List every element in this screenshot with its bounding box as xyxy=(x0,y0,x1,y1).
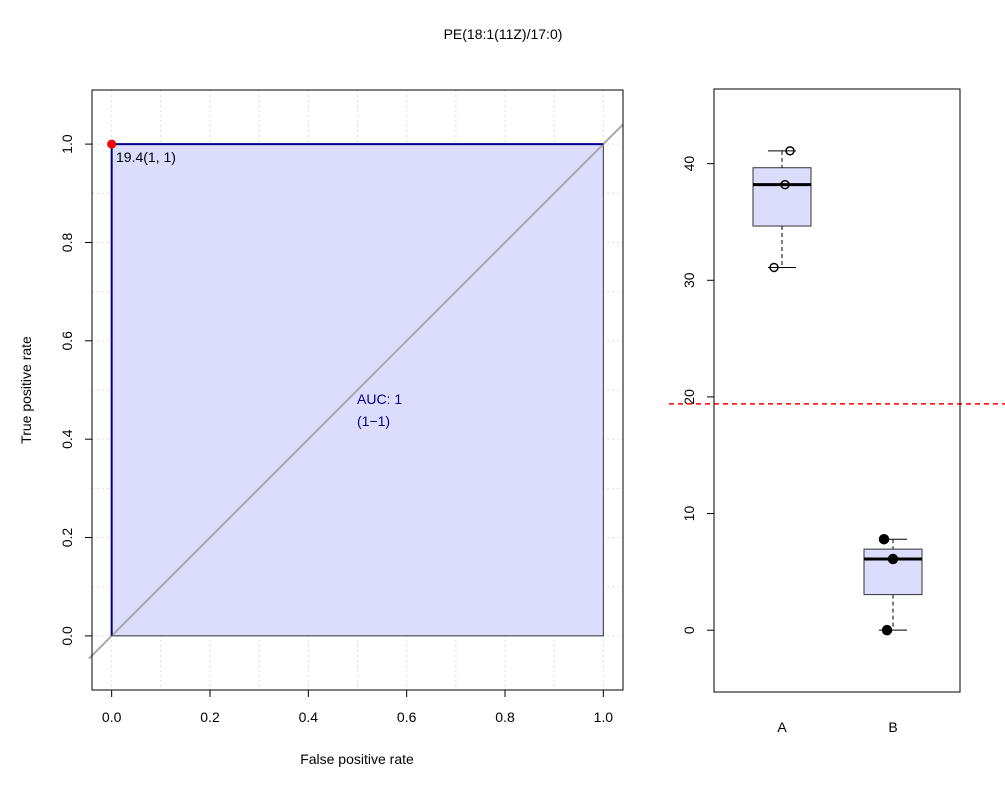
best-threshold-label: 19.4(1, 1) xyxy=(116,149,176,165)
data-point xyxy=(785,146,795,156)
x-tick-label: 1.0 xyxy=(594,709,614,725)
y-tick-label: 0.6 xyxy=(59,331,75,351)
data-point xyxy=(878,533,890,545)
x-tick-label: 0.4 xyxy=(299,709,319,725)
x-tick-label: B xyxy=(888,719,897,735)
y-tick-label: 30 xyxy=(681,272,697,288)
y-tick-label: 1.0 xyxy=(59,134,75,154)
boxplot: A B 0 10 20 30 40 xyxy=(669,88,1005,735)
y-tick-label: 40 xyxy=(681,156,697,172)
data-point xyxy=(887,553,899,565)
y-tick-label: 10 xyxy=(681,506,697,522)
x-tick-label: 0.8 xyxy=(495,709,515,725)
y-tick-label: 0.8 xyxy=(59,233,75,253)
roc-xlabel: False positive rate xyxy=(300,751,414,767)
y-tick-label: 0.2 xyxy=(59,528,75,548)
y-tick-label: 0.4 xyxy=(59,429,75,449)
data-point xyxy=(780,179,790,190)
auc-label: AUC: 1 xyxy=(357,391,402,407)
y-tick-label: 20 xyxy=(681,389,697,405)
x-tick-label: A xyxy=(777,719,787,735)
plot-frame xyxy=(91,89,624,691)
diagonal-line xyxy=(91,123,624,657)
y-tick-label: 0 xyxy=(681,626,697,634)
best-threshold-point xyxy=(107,139,117,149)
x-tick-label: 0.6 xyxy=(397,709,417,725)
data-point xyxy=(881,624,893,636)
box-A xyxy=(752,167,812,227)
x-tick-label: 0.2 xyxy=(200,709,220,725)
data-point xyxy=(769,262,779,273)
roc-ylabel: True positive rate xyxy=(18,336,34,444)
y-tick-label: 0.0 xyxy=(59,626,75,646)
chart-title: PE(18:1(11Z)/17:0) xyxy=(444,26,563,42)
plot-frame xyxy=(713,88,961,693)
roc-plot: 0.0 0.2 0.4 0.6 0.8 1.0 0.0 0.2 0.4 0.6 0.8 1.0 xyxy=(59,89,624,725)
x-tick-label: 0.0 xyxy=(102,709,122,725)
auc-ci-label: (1−1) xyxy=(357,413,390,429)
